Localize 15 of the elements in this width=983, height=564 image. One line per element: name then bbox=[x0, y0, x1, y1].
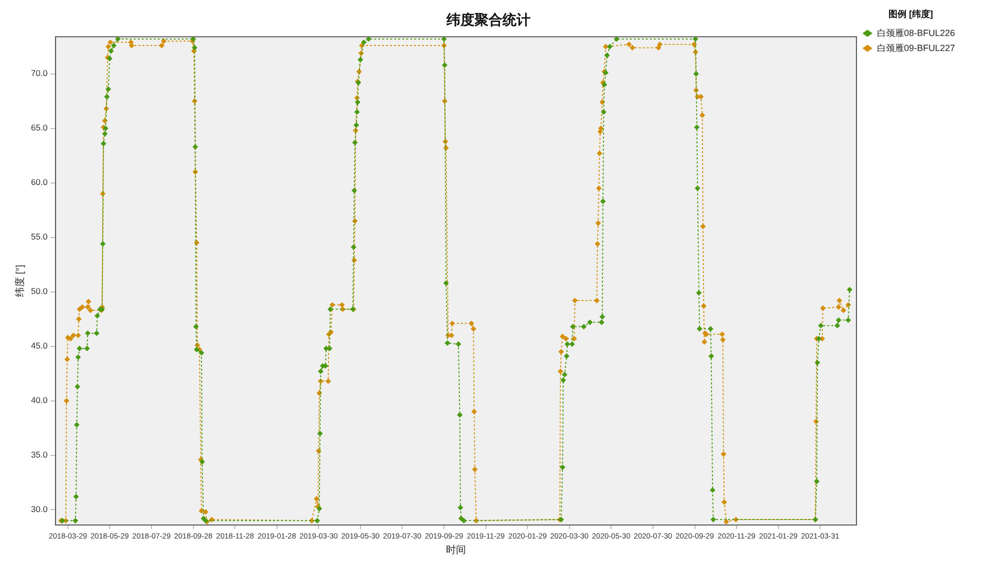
y-tick-label: 45.0 bbox=[30, 340, 48, 351]
y-tick-label: 30.0 bbox=[30, 504, 48, 514]
x-axis-title: 时间 bbox=[446, 544, 466, 556]
legend-title: 图例 [纬度] bbox=[888, 8, 933, 19]
y-tick-label: 50.0 bbox=[30, 286, 48, 296]
y-tick-label: 40.0 bbox=[30, 395, 48, 406]
y-tick-label: 35.0 bbox=[30, 450, 48, 460]
legend-label: 白颈雁08-BFUL226 bbox=[876, 28, 955, 38]
chart-title: 纬度聚合统计 bbox=[446, 11, 530, 28]
y-tick-label: 60.0 bbox=[30, 177, 48, 188]
y-tick-label: 70.0 bbox=[30, 68, 48, 78]
y-tick-label: 55.0 bbox=[30, 232, 48, 242]
legend-label: 白颈雁09-BFUL227 bbox=[876, 42, 955, 53]
y-tick-label: 65.0 bbox=[30, 122, 48, 133]
y-axis-title: 纬度 [°] bbox=[14, 264, 26, 298]
